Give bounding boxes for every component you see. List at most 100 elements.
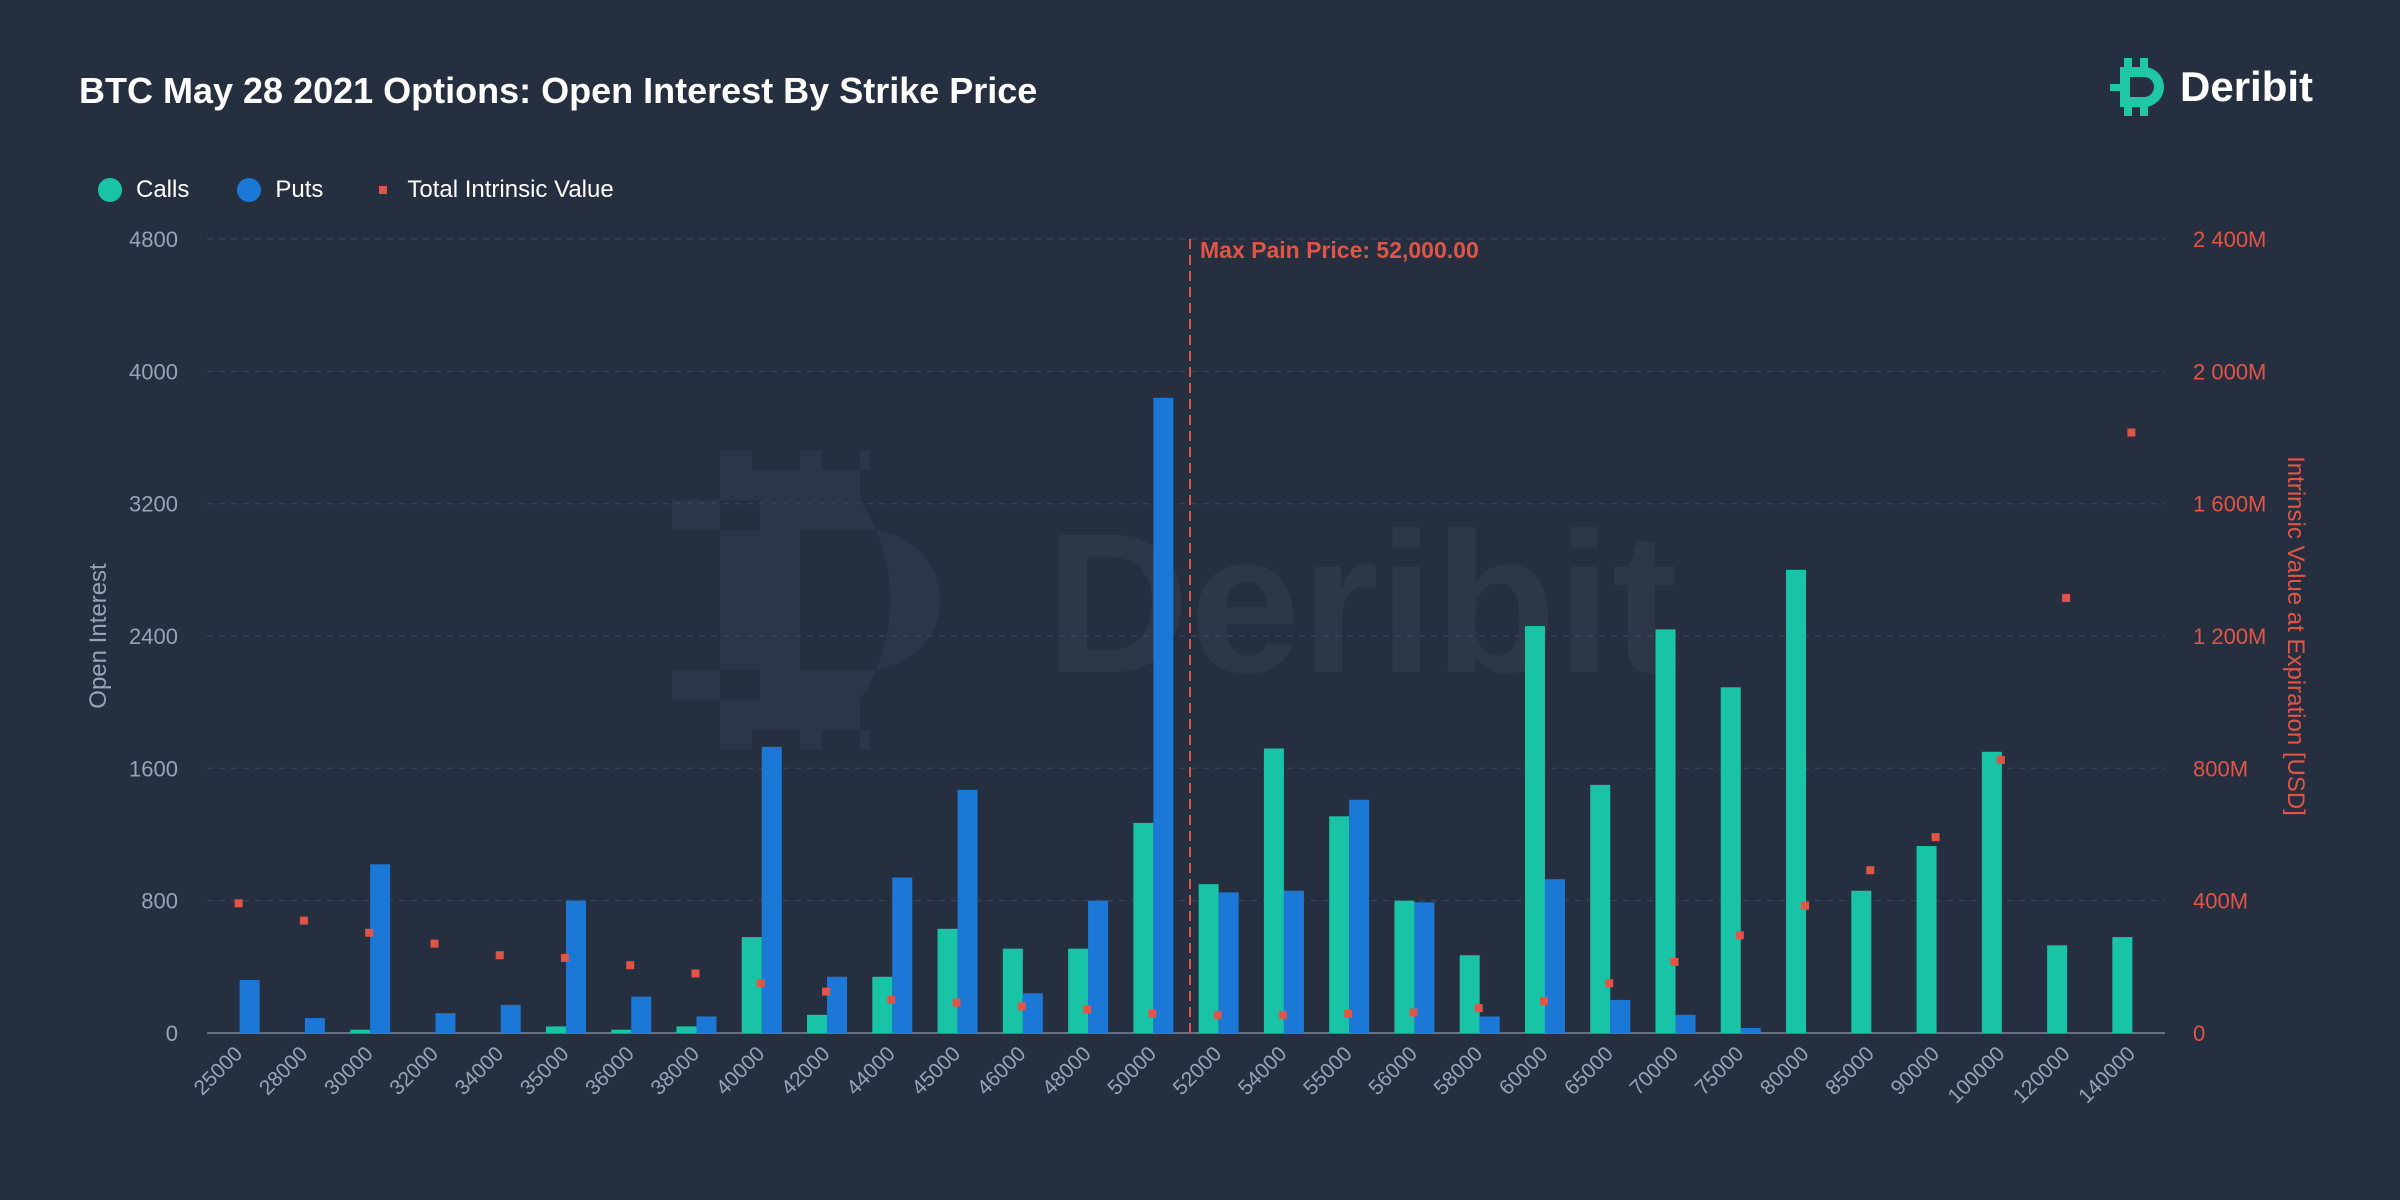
y-left-tick-label: 0 bbox=[166, 1021, 178, 1046]
x-tick-label: 54000 bbox=[1234, 1042, 1292, 1100]
calls-bar bbox=[676, 1026, 697, 1033]
puts-bar bbox=[565, 900, 586, 1033]
x-tick-label: 100000 bbox=[1944, 1042, 2010, 1108]
calls-bar bbox=[1002, 948, 1023, 1033]
calls-bar bbox=[1590, 784, 1611, 1033]
calls-bar bbox=[872, 976, 893, 1033]
legend-item-puts[interactable]: Puts bbox=[237, 176, 323, 204]
deribit-logo-icon bbox=[2110, 58, 2164, 116]
calls-bar bbox=[611, 1029, 632, 1033]
puts-bar bbox=[239, 980, 260, 1033]
intrinsic-value-marker bbox=[365, 928, 374, 937]
intrinsic-value-marker bbox=[887, 995, 896, 1004]
puts-bar bbox=[1022, 993, 1043, 1033]
x-tick-label: 120000 bbox=[2009, 1042, 2075, 1108]
intrinsic-value-marker bbox=[299, 916, 308, 925]
intrinsic-value-marker bbox=[1017, 1002, 1026, 1011]
calls-bar bbox=[1655, 629, 1676, 1033]
x-tick-label: 60000 bbox=[1495, 1042, 1553, 1100]
x-tick-label: 30000 bbox=[320, 1042, 378, 1100]
calls-bar bbox=[1786, 569, 1807, 1033]
x-tick-label: 48000 bbox=[1038, 1042, 1096, 1100]
puts-bar bbox=[1740, 1028, 1761, 1033]
puts-bar bbox=[761, 746, 782, 1033]
intrinsic-value-marker bbox=[234, 899, 243, 908]
calls-bar bbox=[2112, 937, 2133, 1033]
x-tick-label: 35000 bbox=[516, 1042, 574, 1100]
x-tick-label: 40000 bbox=[712, 1042, 770, 1100]
y-left-tick-label: 4800 bbox=[129, 227, 178, 252]
intrinsic-swatch bbox=[379, 186, 388, 194]
intrinsic-value-marker bbox=[495, 951, 504, 960]
puts-bar bbox=[631, 996, 652, 1033]
x-tick-label: 80000 bbox=[1756, 1042, 1814, 1100]
calls-swatch bbox=[98, 178, 122, 202]
brand-name: Deribit bbox=[2180, 63, 2314, 110]
puts-bar bbox=[696, 1016, 717, 1033]
calls-bar bbox=[1068, 948, 1089, 1033]
x-tick-label: 140000 bbox=[2074, 1042, 2140, 1108]
x-tick-label: 44000 bbox=[842, 1042, 900, 1100]
calls-bar bbox=[350, 1029, 371, 1033]
calls-bar bbox=[1263, 748, 1284, 1033]
y-left-axis-title: Open Interest bbox=[85, 563, 112, 709]
puts-bar bbox=[500, 1004, 521, 1033]
puts-bar bbox=[304, 1018, 325, 1033]
calls-bar bbox=[741, 937, 762, 1033]
puts-bar bbox=[1675, 1014, 1696, 1033]
puts-bar bbox=[1610, 999, 1631, 1033]
x-tick-label: 38000 bbox=[646, 1042, 704, 1100]
legend-label-intrinsic: Total Intrinsic Value bbox=[407, 176, 614, 203]
legend-item-calls[interactable]: Calls bbox=[98, 176, 189, 204]
intrinsic-value-marker bbox=[1735, 931, 1744, 940]
puts-bar bbox=[1349, 799, 1370, 1033]
calls-bar bbox=[1981, 751, 2002, 1033]
legend-item-intrinsic[interactable]: Total Intrinsic Value bbox=[371, 176, 614, 204]
y-left-tick-label: 800 bbox=[141, 889, 178, 914]
calls-bar bbox=[545, 1026, 566, 1033]
x-tick-label: 55000 bbox=[1299, 1042, 1357, 1100]
x-tick-label: 45000 bbox=[908, 1042, 966, 1100]
puts-bar bbox=[1283, 890, 1304, 1033]
x-tick-label: 65000 bbox=[1560, 1042, 1618, 1100]
intrinsic-value-marker bbox=[1931, 833, 1940, 842]
x-tick-label: 28000 bbox=[255, 1042, 313, 1100]
calls-bar bbox=[1916, 846, 1937, 1033]
intrinsic-value-marker bbox=[1670, 957, 1679, 966]
x-tick-label: 75000 bbox=[1691, 1042, 1749, 1100]
calls-bar bbox=[1524, 626, 1545, 1033]
intrinsic-value-marker bbox=[1344, 1009, 1353, 1018]
intrinsic-value-marker bbox=[1801, 901, 1810, 910]
x-tick-label: 42000 bbox=[777, 1042, 835, 1100]
intrinsic-value-marker bbox=[1148, 1009, 1157, 1018]
puts-bar bbox=[827, 976, 848, 1033]
chart-title: BTC May 28 2021 Options: Open Interest B… bbox=[79, 70, 1038, 111]
calls-bar bbox=[807, 1014, 828, 1033]
y-left-tick-label: 1600 bbox=[129, 756, 178, 781]
calls-bar bbox=[1329, 816, 1350, 1033]
y-right-tick-label: 400M bbox=[2193, 889, 2248, 914]
calls-bar bbox=[1133, 822, 1154, 1033]
calls-bar bbox=[1720, 687, 1741, 1033]
svg-text:Deribit: Deribit bbox=[1045, 492, 1678, 715]
intrinsic-value-marker bbox=[756, 979, 765, 988]
calls-bar bbox=[937, 928, 958, 1033]
intrinsic-value-marker bbox=[626, 961, 635, 970]
calls-bar bbox=[1394, 900, 1415, 1033]
x-tick-label: 50000 bbox=[1103, 1042, 1161, 1100]
puts-bar bbox=[435, 1013, 456, 1033]
x-tick-label: 36000 bbox=[581, 1042, 639, 1100]
x-tick-label: 58000 bbox=[1430, 1042, 1488, 1100]
calls-bar bbox=[1198, 884, 1219, 1033]
y-right-tick-label: 0 bbox=[2193, 1021, 2205, 1046]
x-tick-label: 90000 bbox=[1887, 1042, 1945, 1100]
x-tick-label: 70000 bbox=[1625, 1042, 1683, 1100]
deribit-watermark: Deribit bbox=[672, 450, 1678, 750]
calls-bar bbox=[1459, 955, 1480, 1033]
max-pain-label: Max Pain Price: 52,000.00 bbox=[1200, 237, 1479, 263]
legend-label-puts: Puts bbox=[275, 176, 324, 203]
intrinsic-value-marker bbox=[560, 953, 569, 962]
puts-bar bbox=[1088, 900, 1109, 1033]
